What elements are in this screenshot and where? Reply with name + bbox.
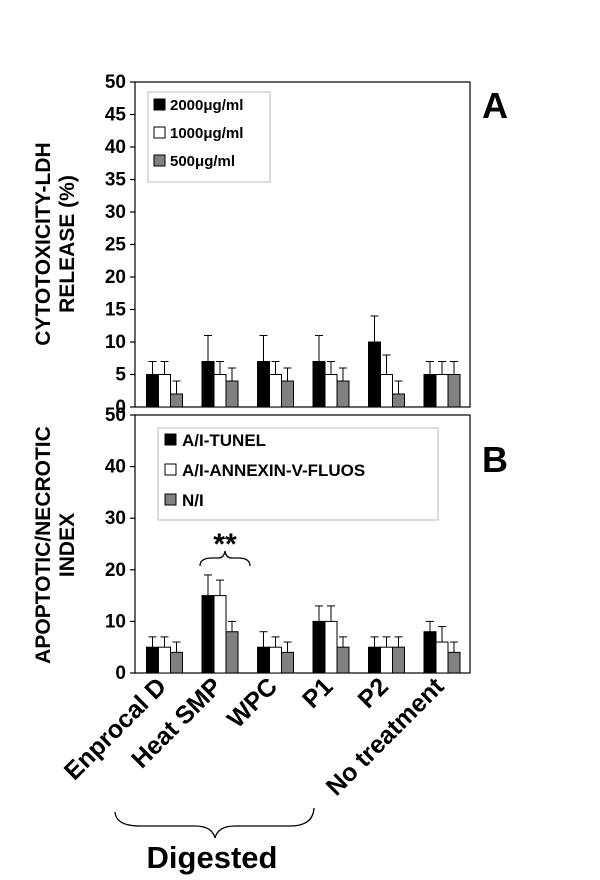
panel-b-bars — [146, 574, 461, 674]
panel-a-bars — [146, 315, 461, 408]
significance-brace — [199, 550, 251, 567]
panel-b-letter: B — [482, 439, 508, 480]
panel-a-bar-1 — [423, 374, 437, 408]
panel-a-legend-swatch-500 — [153, 154, 166, 167]
panel-a-letter: A — [482, 85, 508, 126]
panel-a-ylabel-line-1: CYTOTOXICITY-LDH — [32, 142, 55, 345]
panel-b-ytick-label: 20 — [105, 560, 126, 581]
panel-a-bar-1 — [312, 361, 326, 408]
panel-b-bar-1 — [312, 620, 326, 674]
panel-b-bar-3 — [170, 651, 183, 674]
panel-b-bar-2 — [269, 646, 282, 674]
x-category-label: WPC — [222, 672, 283, 733]
panel-a-legend-label-500: 500μg/ml — [170, 153, 235, 170]
panel-a-legend-label-2000: 2000μg/ml — [170, 97, 243, 114]
panel-a-ytick-label: 50 — [105, 72, 126, 93]
panel-a-bar-1 — [257, 361, 270, 408]
panel-b-bar-1 — [146, 646, 159, 674]
significance-marker: ** — [213, 528, 237, 561]
x-category-label: P1 — [297, 672, 338, 713]
panel-a-bar-2 — [380, 374, 393, 408]
panel-b-bar-2 — [324, 620, 338, 674]
panel-b-legend: A/I-TUNEL A/I-ANNEXIN-V-FLUOS N/I — [157, 427, 439, 521]
panel-b-plot-frame — [134, 414, 471, 674]
panel-b-ylabel-line-2: INDEX — [56, 513, 79, 577]
panel-b-ylabel-line-1: APOPTOTIC/NECROTIC — [32, 426, 55, 664]
panel-a-ylabel-line-2: RELEASE (%) — [56, 175, 79, 313]
panel-b: B APOPTOTIC/NECROTIC INDEX 0 10 20 30 40 50 A… — [32, 405, 508, 684]
panel-a-ytick-label: 25 — [105, 235, 127, 256]
panel-b-legend-swatch-tunel — [164, 433, 177, 446]
panel-a-bar-3 — [392, 393, 405, 408]
panel-a-bar-2 — [269, 374, 282, 408]
panel-b-ytick-label: 40 — [105, 457, 126, 478]
panel-b-bar-3 — [281, 651, 294, 674]
panel-a-legend-label-1000: 1000μg/ml — [170, 125, 243, 142]
panel-b-legend-swatch-ni — [164, 493, 177, 506]
panel-a-ytick-label: 45 — [105, 105, 127, 126]
panel-a-ytick-label: 20 — [105, 267, 126, 288]
panel-a-bar-3 — [225, 380, 239, 408]
panel-b-bar-3 — [447, 651, 461, 674]
panel-a-ytick-label: 35 — [105, 170, 127, 191]
panel-b-bar-2 — [213, 595, 227, 674]
panel-b-bar-1 — [423, 631, 437, 674]
panel-b-ytick-label: 0 — [115, 663, 126, 684]
panel-a-legend: 2000μg/ml 1000μg/ml 500μg/ml — [147, 91, 271, 183]
panel-a-legend-swatch-2000 — [153, 98, 166, 111]
panel-b-legend-swatch-annexin — [164, 463, 177, 476]
panel-b-legend-label-tunel: A/I-TUNEL — [182, 431, 266, 450]
panel-a-ytick-label: 40 — [105, 137, 126, 158]
panel-b-bar-3 — [392, 646, 405, 674]
panel-b-legend-label-ni: N/I — [182, 491, 204, 510]
panel-a-ytick-label: 30 — [105, 202, 126, 223]
panel-b-bar-1 — [257, 646, 270, 674]
panel-a-legend-frame — [147, 91, 271, 183]
panel-a-bar-3 — [281, 380, 294, 408]
panel-a-y-axis: 0 5 10 15 20 25 30 35 40 45 50 — [105, 72, 135, 418]
panel-a-bar-2 — [213, 374, 227, 408]
panel-b-legend-label-annexin: A/I-ANNEXIN-V-FLUOS — [182, 461, 365, 480]
panel-a-legend-swatch-1000 — [153, 126, 166, 139]
digested-group-label: Digested — [147, 840, 278, 875]
panel-a-bar-3 — [447, 374, 461, 408]
panel-b-ytick-label: 50 — [105, 405, 126, 426]
x-category-label: P2 — [353, 672, 394, 713]
panel-b-bar-2 — [380, 646, 393, 674]
panel-a-ytick-label: 15 — [105, 300, 127, 321]
panel-b-y-axis: 0 10 20 30 40 50 — [105, 405, 135, 684]
panel-a-bar-1 — [368, 341, 381, 408]
panel-a-bar-3 — [170, 393, 183, 408]
panel-b-legend-frame — [157, 427, 439, 521]
panel-a-ytick-label: 5 — [115, 365, 126, 386]
panel-b-bar-1 — [368, 646, 381, 674]
panel-a: A CYTOTOXICITY-LDH RELEASE (%) 0 5 10 15 20 2… — [32, 72, 508, 418]
panel-b-ytick-label: 10 — [105, 611, 126, 632]
panel-b-bar-1 — [201, 595, 215, 674]
panel-b-bar-3 — [225, 631, 239, 674]
panel-a-bar-3 — [336, 380, 350, 408]
panel-b-ytick-label: 30 — [105, 508, 126, 529]
panel-a-bar-2 — [435, 374, 449, 408]
panel-b-bar-2 — [435, 641, 449, 674]
panel-a-ytick-label: 10 — [105, 332, 126, 353]
panel-b-bar-2 — [158, 646, 171, 674]
panel-b-bar-3 — [336, 646, 350, 674]
panel-a-bar-2 — [158, 374, 171, 408]
panel-a-ytick-label: 0 — [115, 397, 126, 418]
digested-group-brace — [114, 807, 315, 839]
panel-a-bar-1 — [146, 374, 159, 408]
panel-a-bar-1 — [201, 361, 215, 408]
panel-a-bar-2 — [324, 374, 338, 408]
